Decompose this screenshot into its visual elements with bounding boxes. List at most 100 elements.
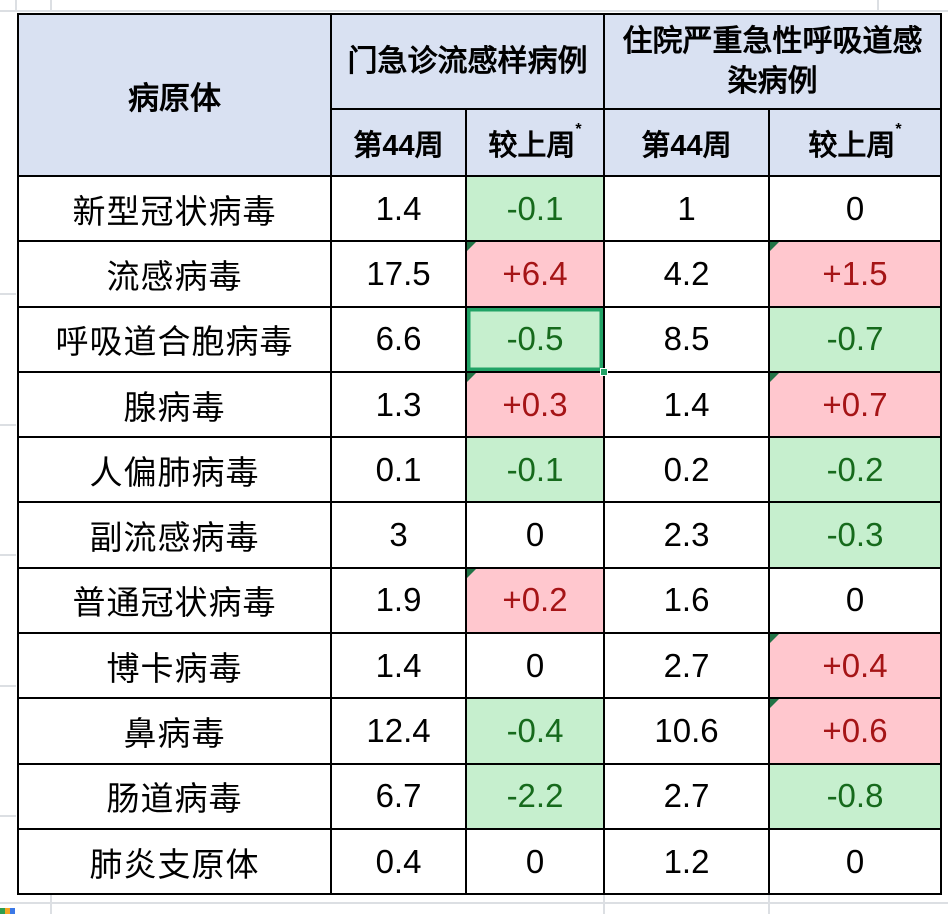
table-row: 副流感病毒 3 0 2.3 -0.3 — [17, 501, 942, 569]
change-label: 较上周 — [488, 129, 576, 162]
week-label: 第44周 — [641, 129, 732, 162]
opd-change-cell[interactable]: -2.2 — [465, 762, 605, 830]
sari-change-cell[interactable]: -0.8 — [768, 762, 942, 830]
table-row: 流感病毒 17.5 +6.4 4.2 +1.5 — [17, 240, 942, 308]
opd-change-cell-selected[interactable]: -0.5 — [465, 305, 608, 376]
sari-change-cell[interactable]: 0 — [768, 827, 942, 896]
pathogen-header-cell[interactable]: 病原体 — [17, 13, 332, 177]
pathogen-name-cell[interactable]: 腺病毒 — [17, 370, 332, 439]
opd-change-cell[interactable]: -0.1 — [465, 174, 605, 243]
sari-change-cell[interactable]: +0.7 — [768, 370, 942, 439]
sari-change-cell[interactable]: +1.5 — [768, 240, 942, 308]
table-row: 鼻病毒 12.4 -0.4 10.6 +0.6 — [17, 697, 942, 765]
sari-change-cell[interactable]: 0 — [768, 174, 942, 243]
error-marker-icon — [770, 372, 779, 382]
opd-week-cell[interactable]: 6.7 — [330, 762, 467, 830]
week-label: 第44周 — [353, 129, 444, 162]
opd-change-cell[interactable]: +0.3 — [465, 370, 605, 439]
sheet-gridline — [0, 902, 948, 904]
table-row: 人偏肺病毒 0.1 -0.1 0.2 -0.2 — [17, 436, 942, 504]
sari-change-header-cell[interactable]: 较上周* — [768, 108, 942, 177]
sheet-gridline — [768, 895, 770, 914]
pathogen-name-cell[interactable]: 副流感病毒 — [17, 501, 332, 569]
sheet-gridline — [0, 424, 16, 426]
sheet-gridline — [603, 895, 605, 914]
opd-week-cell[interactable]: 17.5 — [330, 240, 467, 308]
sari-week-cell[interactable]: 4.2 — [603, 240, 770, 308]
sari-change-cell[interactable]: -0.2 — [768, 436, 942, 504]
pathogen-name-cell[interactable]: 新型冠状病毒 — [17, 174, 332, 243]
sheet-gridline — [0, 685, 16, 687]
sari-week-cell[interactable]: 1.4 — [603, 370, 770, 439]
cutoff-icon-dot-green — [0, 908, 5, 914]
sari-week-cell[interactable]: 1.2 — [603, 827, 770, 896]
opd-week-cell[interactable]: 1.4 — [330, 632, 467, 700]
opd-change-cell[interactable]: 0 — [465, 501, 605, 569]
pathogen-surveillance-table: 病原体 门急诊流感样病例 住院严重急性呼吸道感 染病例 第44周 较上周* 第4… — [17, 13, 942, 896]
sari-week-cell[interactable]: 1.6 — [603, 566, 770, 635]
sari-week-cell[interactable]: 2.7 — [603, 762, 770, 830]
opd-change-cell[interactable]: 0 — [465, 632, 605, 700]
pathogen-name-cell[interactable]: 博卡病毒 — [17, 632, 332, 700]
sheet-gridline — [0, 815, 16, 817]
sari-change-cell[interactable]: -0.3 — [768, 501, 942, 569]
sari-change-cell[interactable]: -0.7 — [768, 305, 942, 373]
sari-week-header-cell[interactable]: 第44周 — [603, 108, 770, 177]
sheet-gridline — [15, 0, 17, 12]
pathogen-name-cell[interactable]: 流感病毒 — [17, 240, 332, 308]
sheet-gridline — [0, 554, 16, 556]
opd-week-cell[interactable]: 3 — [330, 501, 467, 569]
table-row: 腺病毒 1.3 +0.3 1.4 +0.7 — [17, 370, 942, 439]
opd-change-cell[interactable]: +0.2 — [465, 566, 605, 635]
inpatient-group-header-cell[interactable]: 住院严重急性呼吸道感 染病例 — [603, 13, 942, 110]
footnote-asterisk: * — [895, 120, 902, 138]
opd-change-cell[interactable]: 0 — [465, 827, 605, 896]
opd-week-cell[interactable]: 6.6 — [330, 305, 467, 373]
opd-change-cell[interactable]: -0.4 — [465, 697, 605, 765]
sheet-gridline — [50, 895, 52, 914]
sari-week-cell[interactable]: 2.3 — [603, 501, 770, 569]
opd-week-cell[interactable]: 0.4 — [330, 827, 467, 896]
sheet-gridline — [877, 0, 879, 11]
table-row: 肠道病毒 6.7 -2.2 2.7 -0.8 — [17, 762, 942, 830]
opd-change-cell[interactable]: +6.4 — [465, 240, 605, 308]
opd-week-cell[interactable]: 12.4 — [330, 697, 467, 765]
error-marker-icon — [467, 372, 476, 382]
table-row: 肺炎支原体 0.4 0 1.2 0 — [17, 827, 942, 896]
sari-change-cell[interactable]: 0 — [768, 566, 942, 635]
cutoff-icon-dot-blue — [10, 908, 15, 914]
sari-week-cell[interactable]: 0.2 — [603, 436, 770, 504]
sari-change-cell[interactable]: +0.4 — [768, 632, 942, 700]
error-marker-icon — [467, 568, 476, 578]
pathogen-name-cell[interactable]: 普通冠状病毒 — [17, 566, 332, 635]
opd-week-cell[interactable]: 1.9 — [330, 566, 467, 635]
sari-week-cell[interactable]: 8.5 — [603, 305, 770, 373]
table-row: 呼吸道合胞病毒 6.6 -0.5 8.5 -0.7 — [17, 305, 942, 376]
sari-week-cell[interactable]: 10.6 — [603, 697, 770, 765]
pathogen-name-cell[interactable]: 鼻病毒 — [17, 697, 332, 765]
table-row: 普通冠状病毒 1.9 +0.2 1.6 0 — [17, 566, 942, 635]
opd-week-header-cell[interactable]: 第44周 — [330, 108, 467, 177]
opd-change-header-cell[interactable]: 较上周* — [465, 108, 605, 177]
table-row: 新型冠状病毒 1.4 -0.1 1 0 — [17, 174, 942, 243]
sheet-gridline — [0, 10, 948, 12]
sari-week-cell[interactable]: 1 — [603, 174, 770, 243]
error-marker-icon — [770, 634, 779, 644]
pathogen-name-cell[interactable]: 肺炎支原体 — [17, 827, 332, 896]
opd-change-cell[interactable]: -0.1 — [465, 436, 605, 504]
pathogen-name-cell[interactable]: 呼吸道合胞病毒 — [17, 305, 332, 373]
opd-week-cell[interactable]: 1.3 — [330, 370, 467, 439]
sari-change-cell[interactable]: +0.6 — [768, 697, 942, 765]
fill-handle[interactable] — [600, 367, 608, 376]
opd-week-cell[interactable]: 1.4 — [330, 174, 467, 243]
sari-week-cell[interactable]: 2.7 — [603, 632, 770, 700]
change-label: 较上周 — [808, 129, 896, 162]
sheet-gridline — [0, 293, 16, 295]
cutoff-icon-dot-orange — [5, 908, 10, 914]
table-row: 博卡病毒 1.4 0 2.7 +0.4 — [17, 632, 942, 700]
error-marker-icon — [770, 242, 779, 252]
pathogen-name-cell[interactable]: 肠道病毒 — [17, 762, 332, 830]
outpatient-group-header-cell[interactable]: 门急诊流感样病例 — [330, 13, 605, 110]
opd-week-cell[interactable]: 0.1 — [330, 436, 467, 504]
pathogen-name-cell[interactable]: 人偏肺病毒 — [17, 436, 332, 504]
